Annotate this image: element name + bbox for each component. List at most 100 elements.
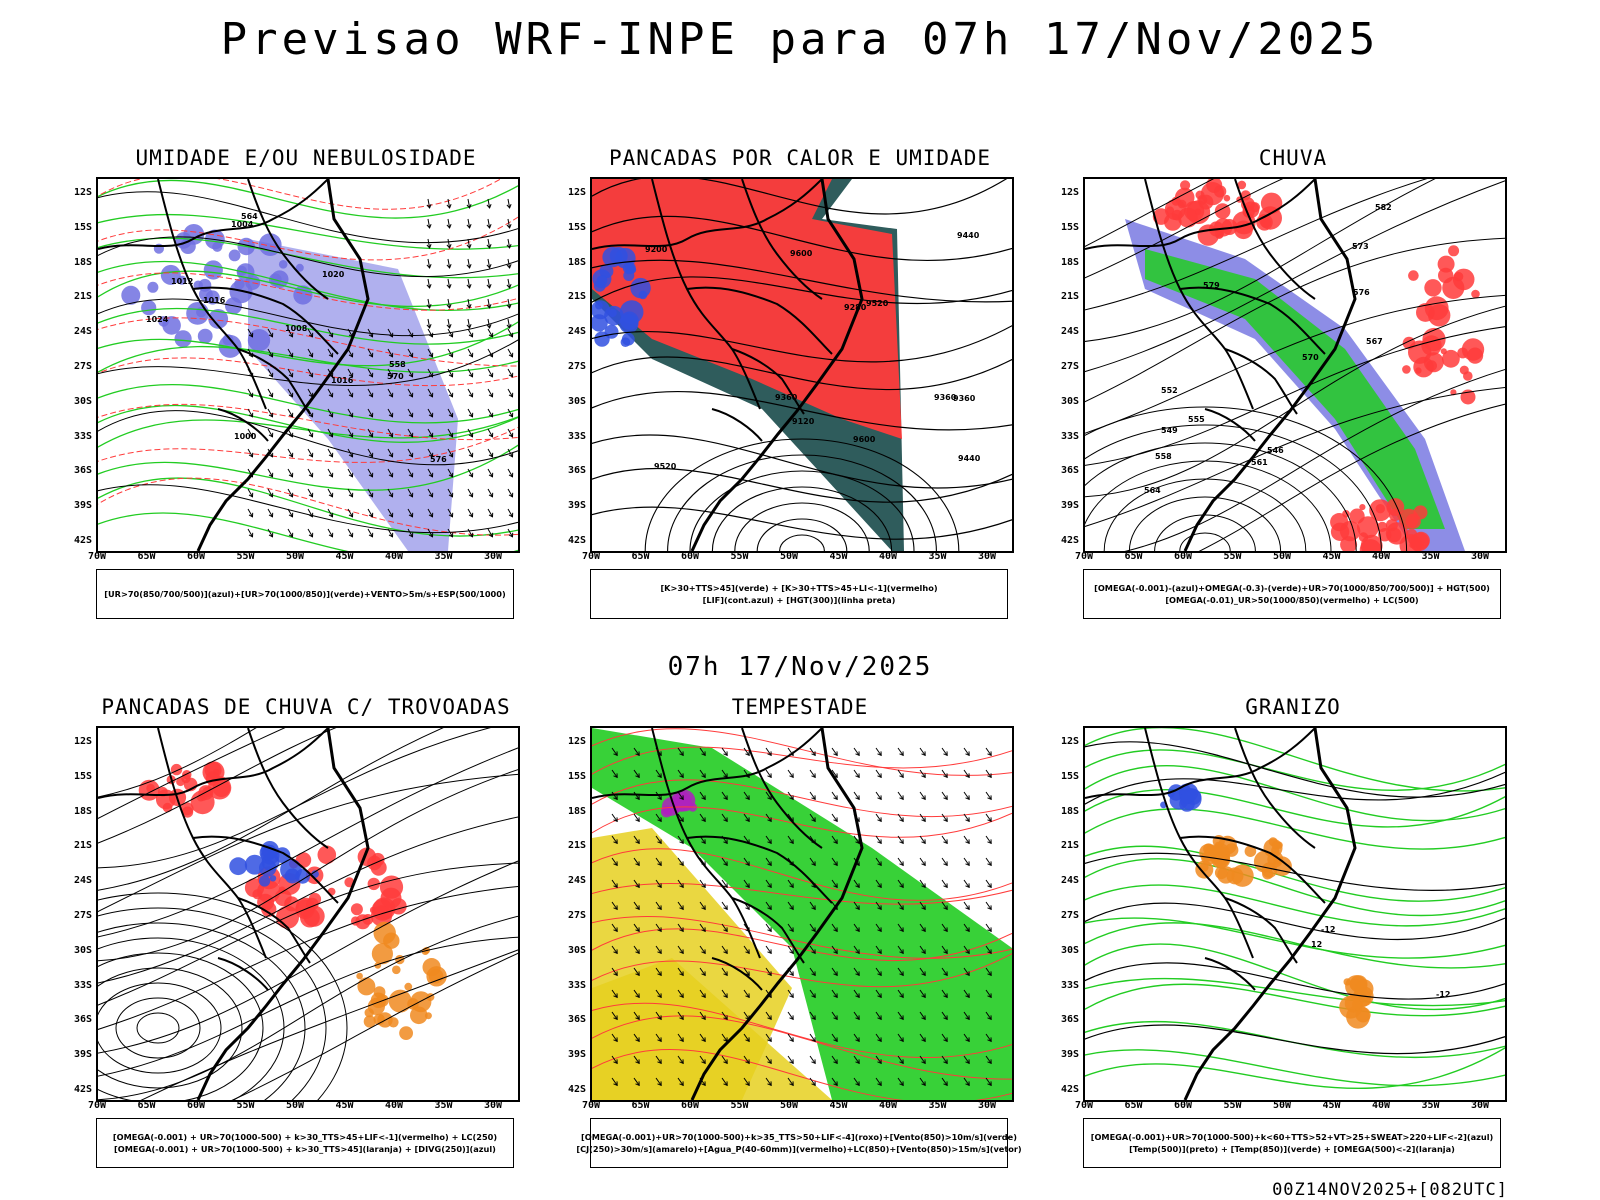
contour-label: 579 bbox=[1203, 281, 1220, 290]
isolines bbox=[98, 191, 518, 534]
latitude-label: 21S bbox=[1060, 291, 1079, 303]
latitude-label: 27S bbox=[1060, 361, 1079, 372]
contour-label: 567 bbox=[1366, 337, 1383, 346]
contour-label: 576 bbox=[1353, 288, 1370, 297]
panel-title: PANCADAS DE CHUVA C/ TROVOADAS bbox=[101, 695, 511, 719]
longitude-label: 45W bbox=[335, 1100, 354, 1111]
latitude-label: 39S bbox=[1060, 500, 1079, 512]
latitude-label: 42S bbox=[73, 535, 92, 546]
contour-label: 9440 bbox=[957, 231, 980, 240]
map-frame: 582 579 576 573 570 567 564 561 558 555 552 549 546 bbox=[1083, 177, 1507, 553]
longitude-label: 65W bbox=[631, 1100, 650, 1111]
longitude-label: 40W bbox=[1371, 551, 1391, 562]
field-band bbox=[1145, 249, 1445, 529]
longitude-label: 50W bbox=[1272, 551, 1292, 562]
latitude-label: 30S bbox=[1060, 395, 1079, 407]
isolines bbox=[592, 728, 1012, 1100]
contour-label: 1012 bbox=[171, 277, 193, 286]
isolines bbox=[98, 179, 518, 536]
isolines bbox=[98, 179, 518, 551]
contour-label: 9360 bbox=[953, 394, 976, 403]
contour-label: -12 bbox=[1436, 990, 1450, 999]
contour-label: 555 bbox=[1188, 415, 1205, 424]
wind-vectors bbox=[247, 328, 514, 538]
longitude-label: 30W bbox=[483, 1100, 503, 1111]
longitude-label: 70W bbox=[1074, 1100, 1094, 1111]
latitude-label: 12S bbox=[567, 736, 586, 747]
latitude-label: 12S bbox=[567, 187, 586, 198]
latitude-label: 36S bbox=[1060, 465, 1079, 477]
legend-line: [OMEGA(-0.001)+UR>70(1000-500)+k>35_TTS>… bbox=[581, 1132, 1017, 1142]
latitude-label: 24S bbox=[73, 875, 92, 887]
latitude-label: 39S bbox=[567, 1049, 586, 1061]
contour-label: 9600 bbox=[853, 435, 876, 444]
field-shading bbox=[1195, 835, 1292, 887]
field-shading bbox=[1152, 179, 1283, 246]
field-shading bbox=[138, 761, 232, 818]
longitude-label: 55W bbox=[236, 551, 255, 562]
contour-label: 9360 bbox=[775, 393, 798, 402]
latitude-label: 30S bbox=[567, 395, 586, 407]
latitude-label: 24S bbox=[567, 875, 586, 887]
contour-label: 9440 bbox=[958, 454, 981, 463]
map-frame: -12 -12 12 bbox=[1083, 726, 1507, 1102]
panel-legend: [OMEGA(-0.001)-(azul)+OMEGA(-0.3)-(verde… bbox=[1083, 569, 1501, 619]
latitude-label: 21S bbox=[567, 840, 586, 852]
latitude-label: 42S bbox=[1060, 1084, 1079, 1095]
latitude-label: 30S bbox=[73, 395, 92, 407]
longitude-label: 60W bbox=[1173, 551, 1193, 562]
map-frame bbox=[96, 726, 520, 1102]
latitude-label: 36S bbox=[73, 465, 92, 477]
latitude-label: 24S bbox=[1060, 875, 1079, 887]
field-shading bbox=[1339, 975, 1374, 1029]
latitude-label: 42S bbox=[1060, 535, 1079, 546]
field-shading bbox=[592, 246, 651, 347]
field-shading bbox=[1402, 245, 1485, 405]
contour-label: 9200 bbox=[645, 245, 668, 254]
contour-label: 558 bbox=[389, 360, 406, 369]
valid-time-title: 07h 17/Nov/2025 bbox=[667, 652, 933, 682]
latitude-label: 15S bbox=[73, 221, 92, 233]
latitude-label: 18S bbox=[73, 256, 92, 268]
latitude-label: 39S bbox=[73, 500, 92, 512]
coastline-borders bbox=[592, 728, 864, 1100]
contour-label: 9120 bbox=[792, 417, 815, 426]
latitude-label: 12S bbox=[1060, 736, 1079, 747]
longitude-label: 55W bbox=[236, 1100, 255, 1111]
contour-label: 9520 bbox=[654, 462, 677, 471]
contour-label: 9280 bbox=[844, 303, 867, 312]
contour-label: 552 bbox=[1161, 386, 1178, 395]
latitude-label: 33S bbox=[1060, 979, 1079, 991]
latitude-label: 15S bbox=[567, 221, 586, 233]
longitude-label: 35W bbox=[434, 1100, 453, 1111]
latitude-label: 21S bbox=[73, 840, 92, 852]
contour-label: 558 bbox=[1155, 452, 1172, 461]
latitude-label: 42S bbox=[567, 1084, 586, 1095]
longitude-label: 65W bbox=[1124, 1100, 1143, 1111]
longitude-label: 50W bbox=[285, 551, 305, 562]
legend-line: [OMEGA(-0.001) + UR>70(1000-500) + k>30_… bbox=[112, 1132, 498, 1142]
legend-line: [OMEGA(-0.01)_UR>50(1000/850)(vermelho) … bbox=[1165, 595, 1419, 605]
panel-title: UMIDADE E/OU NEBULOSIDADE bbox=[135, 146, 477, 170]
panel-title: PANCADAS POR CALOR E UMIDADE bbox=[608, 146, 991, 170]
longitude-label: 55W bbox=[1223, 1100, 1242, 1111]
latitude-label: 15S bbox=[1060, 221, 1079, 233]
legend-line: [OMEGA(-0.001)+UR>70(1000-500)+k<60+TTS>… bbox=[1090, 1132, 1494, 1142]
contour-label: 1000 bbox=[234, 432, 257, 441]
panel-legend: [UR>70(850/700/500)](azul)+[UR>70(1000/8… bbox=[96, 569, 514, 619]
contour-label: 570 bbox=[387, 372, 404, 381]
contour-label: 573 bbox=[1352, 242, 1369, 251]
latitude-label: 15S bbox=[1060, 770, 1079, 782]
longitude-label: 55W bbox=[730, 551, 749, 562]
field-shading bbox=[1160, 783, 1202, 812]
contour-label: 576 bbox=[430, 455, 447, 464]
contour-label: 9520 bbox=[866, 299, 889, 308]
longitude-label: 60W bbox=[1173, 1100, 1193, 1111]
contour-label: 1008 bbox=[285, 324, 308, 333]
contour-rings bbox=[98, 892, 348, 1100]
panel-legend: [OMEGA(-0.001)+UR>70(1000-500)+k>35_TTS>… bbox=[576, 1118, 1022, 1168]
legend-line: [LIF](cont.azul) + [HGT(300)](linha pret… bbox=[702, 595, 896, 605]
longitude-label: 70W bbox=[87, 1100, 107, 1111]
panel-legend: [OMEGA(-0.001) + UR>70(1000-500) + k>30_… bbox=[96, 1118, 514, 1168]
latitude-label: 30S bbox=[1060, 944, 1079, 956]
